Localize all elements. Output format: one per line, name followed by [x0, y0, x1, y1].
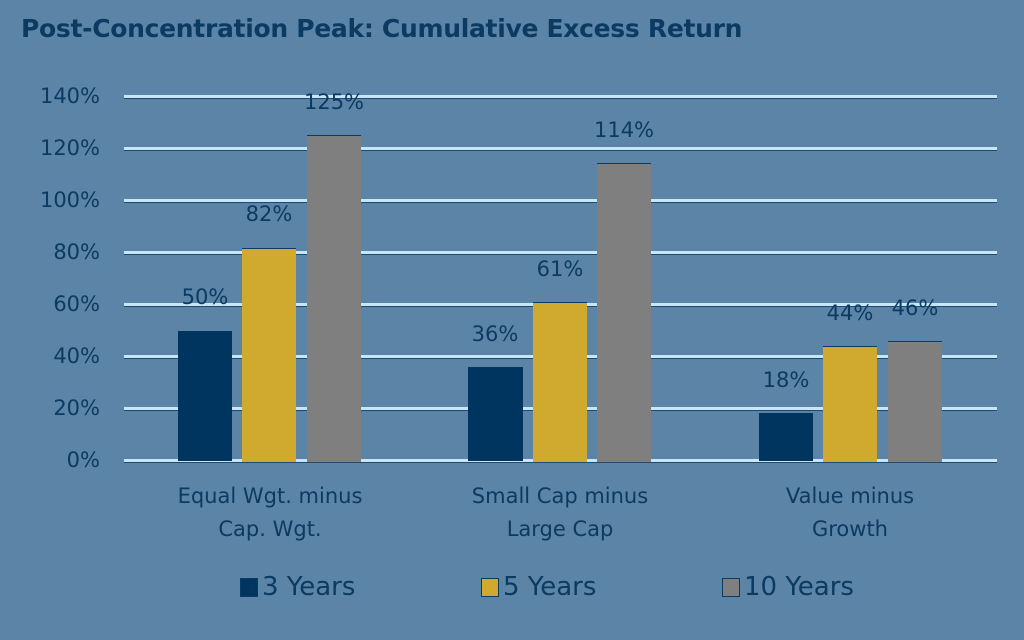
bar-value-5y	[823, 346, 877, 462]
gridline-80	[124, 251, 997, 255]
gridline-140	[124, 95, 997, 99]
bar-value-10y	[888, 341, 942, 462]
legend-item-3y: 3 Years	[240, 572, 355, 602]
label-value-5y: 44%	[826, 301, 874, 325]
label-equal-wgt-3y: 50%	[181, 285, 229, 309]
y-tick-20: 20%	[53, 396, 100, 420]
gridline-100	[124, 199, 997, 203]
legend-swatch-3y-icon	[240, 577, 258, 597]
chart-title: Post-Concentration Peak: Cumulative Exce…	[21, 14, 743, 43]
y-tick-140: 140%	[39, 84, 100, 108]
y-tick-60: 60%	[53, 292, 100, 316]
bar-small-cap-3y	[468, 367, 523, 461]
legend-item-5y: 5 Years	[481, 572, 596, 602]
y-tick-0: 0%	[66, 448, 100, 472]
bar-equal-wgt-5y	[242, 248, 296, 462]
legend-item-10y: 10 Years	[722, 572, 854, 602]
label-small-cap-3y: 36%	[471, 322, 519, 346]
legend-swatch-5y-icon	[481, 577, 499, 597]
label-equal-wgt-10y: 125%	[303, 90, 365, 114]
bar-small-cap-5y	[533, 302, 587, 462]
legend-swatch-10y-icon	[722, 577, 740, 597]
label-value-3y: 18%	[762, 368, 810, 392]
y-tick-40: 40%	[53, 344, 100, 368]
category-label-equal-wgt: Equal Wgt. minus Cap. Wgt.	[177, 484, 363, 541]
category-label-small-cap: Small Cap minus Large Cap	[471, 484, 649, 541]
label-small-cap-10y: 114%	[593, 118, 655, 142]
bar-small-cap-10y	[597, 163, 651, 462]
y-tick-100: 100%	[39, 188, 100, 212]
y-tick-120: 120%	[39, 136, 100, 160]
y-tick-80: 80%	[53, 240, 100, 264]
label-value-10y: 46%	[891, 296, 939, 320]
category-label-value: Value minus Growth	[785, 484, 915, 541]
label-equal-wgt-5y: 82%	[245, 202, 293, 226]
bar-equal-wgt-10y	[307, 135, 361, 462]
bar-equal-wgt-3y	[178, 331, 232, 461]
label-small-cap-5y: 61%	[536, 257, 584, 281]
gridline-120	[124, 147, 997, 151]
bar-value-3y	[759, 413, 813, 461]
